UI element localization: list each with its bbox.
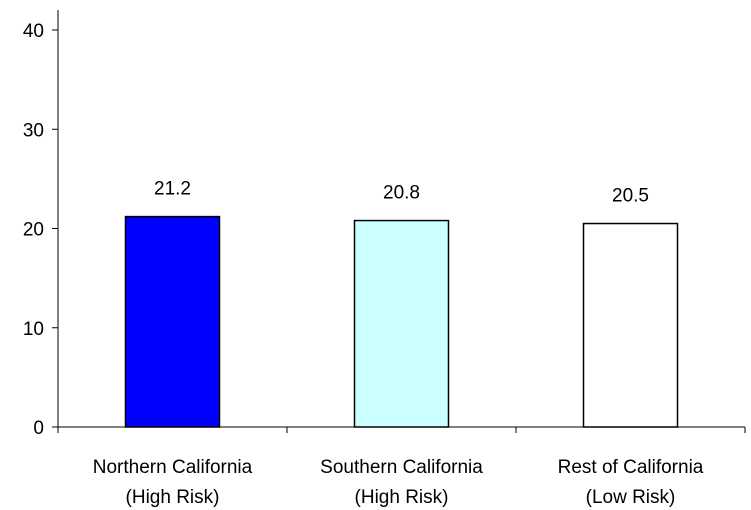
y-tick-label: 20	[23, 220, 44, 241]
y-axis: 0 10 20 30 40	[23, 10, 59, 439]
bar	[124, 215, 221, 428]
x-tick-label: Rest of California	[558, 457, 704, 478]
data-label: 20.8	[383, 183, 420, 204]
x-tick-label: (High Risk)	[355, 487, 449, 508]
bar	[353, 219, 450, 428]
bar	[582, 222, 679, 428]
x-tick-label: (High Risk)	[126, 487, 220, 508]
y-tick-label: 0	[33, 418, 44, 439]
data-labels: 21.2 20.8 20.5	[154, 179, 649, 207]
category-labels: Northern California (High Risk) Southern C…	[93, 457, 704, 508]
y-tick-label: 40	[23, 21, 44, 42]
y-tick-label: 10	[23, 319, 44, 340]
data-label: 21.2	[154, 179, 191, 200]
x-tick-label: Northern California	[93, 457, 253, 478]
y-tick-label: 30	[23, 120, 44, 141]
x-axis	[57, 426, 746, 433]
bar-series	[124, 215, 679, 428]
x-tick-label: Southern California	[320, 457, 483, 478]
data-label: 20.5	[612, 186, 649, 207]
x-tick-label: (Low Risk)	[586, 487, 676, 508]
